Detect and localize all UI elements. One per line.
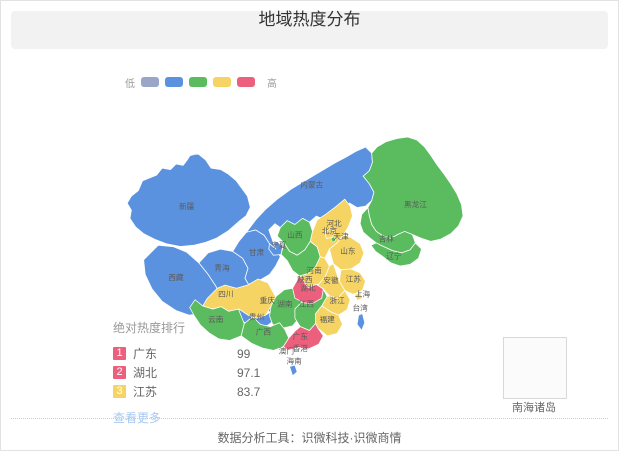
svg-text:上海: 上海 (355, 289, 371, 299)
svg-text:黑龙江: 黑龙江 (404, 199, 427, 209)
svg-text:江西: 江西 (299, 300, 315, 309)
svg-text:湖北: 湖北 (300, 284, 316, 293)
svg-text:辽宁: 辽宁 (386, 250, 402, 260)
svg-text:湖南: 湖南 (277, 299, 293, 309)
svg-text:江苏: 江苏 (346, 273, 362, 283)
svg-text:重庆: 重庆 (260, 295, 276, 305)
svg-text:山东: 山东 (340, 246, 356, 256)
svg-text:台湾: 台湾 (352, 303, 368, 313)
svg-text:甘肃: 甘肃 (249, 247, 265, 257)
svg-text:新疆: 新疆 (179, 201, 195, 211)
svg-text:安徽: 安徽 (323, 275, 339, 285)
svg-text:河南: 河南 (306, 265, 322, 275)
svg-text:福建: 福建 (319, 314, 335, 324)
svg-text:内蒙古: 内蒙古 (300, 180, 323, 190)
svg-text:西藏: 西藏 (168, 272, 184, 282)
svg-text:天津: 天津 (333, 232, 349, 241)
svg-text:四川: 四川 (218, 290, 233, 299)
svg-text:吉林: 吉林 (379, 233, 395, 243)
svg-text:陕西: 陕西 (297, 274, 313, 284)
svg-text:宁夏: 宁夏 (271, 240, 287, 250)
svg-text:浙江: 浙江 (329, 295, 345, 305)
svg-text:青海: 青海 (214, 263, 230, 273)
svg-text:山西: 山西 (287, 230, 303, 240)
